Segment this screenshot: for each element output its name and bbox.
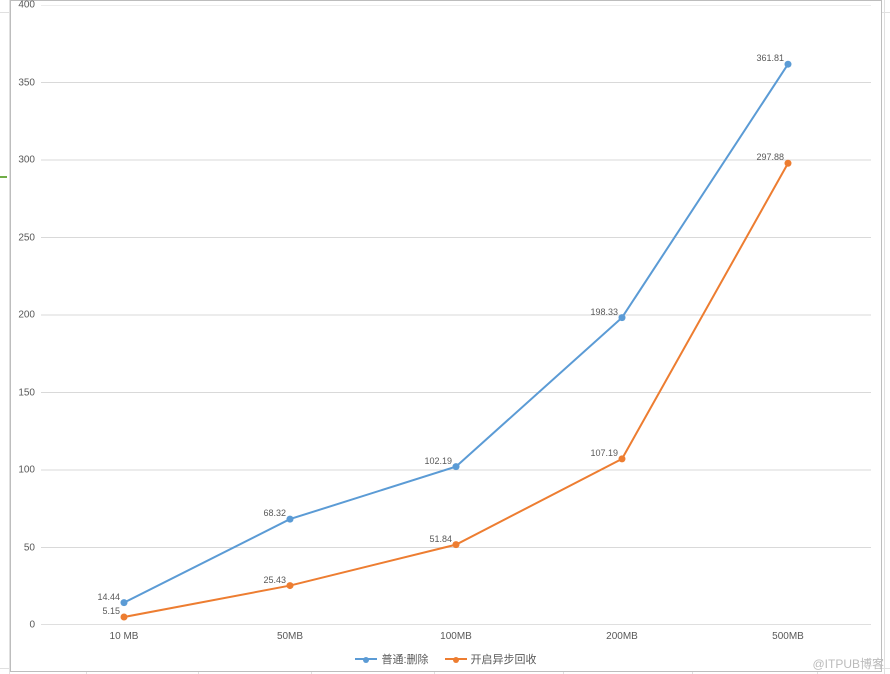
series-marker: [287, 582, 294, 589]
y-axis-label: 250: [18, 232, 35, 243]
x-axis-label: 50MB: [277, 631, 303, 642]
legend-swatch: [355, 658, 377, 660]
series-marker: [121, 614, 128, 621]
y-axis-label: 100: [18, 465, 35, 476]
legend-marker-icon: [453, 657, 459, 663]
series-marker: [453, 463, 460, 470]
y-axis-label: 400: [18, 0, 35, 11]
legend-item: 开启异步回收: [445, 651, 537, 667]
y-axis-label: 350: [18, 77, 35, 88]
plot-area: 050100150200250300350400 10 MB50MB100MB2…: [41, 5, 871, 625]
series-marker: [785, 160, 792, 167]
chart-container: 0 50 100 150 200 250 300 350 400 10 MB 50MB 100MB 2…: [10, 0, 882, 672]
legend: 普通:删除 开启异步回收: [11, 651, 881, 667]
series-line: [124, 163, 788, 617]
x-axis-label: 500MB: [772, 631, 804, 642]
data-label: 14.44: [97, 592, 120, 602]
data-label: 361.81: [756, 53, 784, 63]
data-label: 25.43: [263, 575, 286, 585]
data-label: 107.19: [590, 448, 618, 458]
spreadsheet-bg: 0 50 100 150 200 250 300 350 400 10 MB 50MB 100MB 2…: [0, 0, 890, 674]
x-axis-label: 200MB: [606, 631, 638, 642]
y-axis-label: 300: [18, 155, 35, 166]
x-axis-label: 10 MB: [110, 631, 139, 642]
legend-item: 普通:删除: [355, 651, 428, 667]
legend-swatch: [445, 658, 467, 660]
y-axis-label: 0: [29, 620, 35, 631]
data-label: 198.33: [590, 307, 618, 317]
legend-label: 开启异步回收: [471, 651, 537, 667]
legend-marker-icon: [363, 657, 369, 663]
watermark: @ITPUB博客: [812, 655, 884, 672]
series-marker: [619, 455, 626, 462]
series-marker: [785, 61, 792, 68]
series-marker: [287, 516, 294, 523]
data-label: 5.15: [102, 606, 120, 616]
data-label: 297.88: [756, 152, 784, 162]
row-marker: [0, 176, 7, 178]
data-label: 68.32: [263, 508, 286, 518]
y-axis-label: 50: [24, 542, 35, 553]
data-label: 51.84: [429, 534, 452, 544]
series-marker: [619, 314, 626, 321]
series-line: [124, 64, 788, 602]
grid-col-line: [884, 0, 885, 674]
data-label: 102.19: [424, 456, 452, 466]
y-axis-label: 150: [18, 387, 35, 398]
series-marker: [453, 541, 460, 548]
x-axis-label: 100MB: [440, 631, 472, 642]
legend-label: 普通:删除: [381, 651, 428, 667]
chart-svg: [41, 5, 871, 625]
series-marker: [121, 599, 128, 606]
y-axis-label: 200: [18, 310, 35, 321]
